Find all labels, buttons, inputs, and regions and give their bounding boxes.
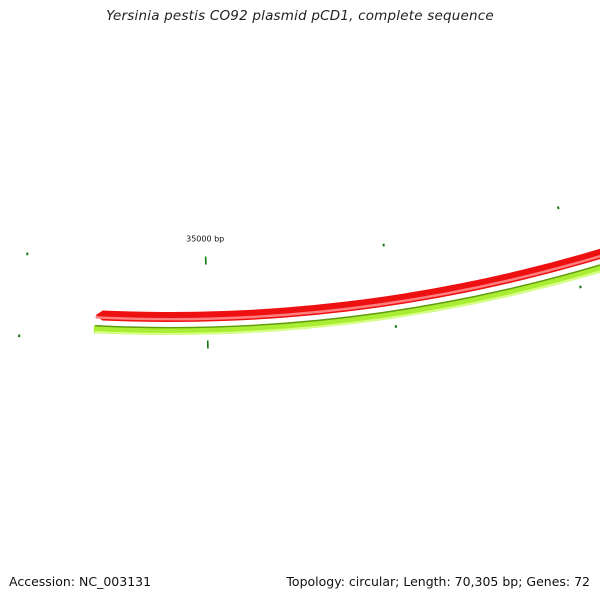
outer-scale-ticks xyxy=(26,206,560,265)
gene-arrow xyxy=(95,248,600,322)
map-title: Yersinia pestis CO92 plasmid pCD1, compl… xyxy=(106,8,494,24)
scale-tick-labels: 36500 bp36000 bp35500 bp35000 bp34500 bp… xyxy=(186,235,224,244)
cds-highlight xyxy=(94,270,600,335)
gene-track xyxy=(95,248,600,322)
minor-tick xyxy=(579,285,582,289)
accession-label: Accession: NC_003131 xyxy=(9,574,152,589)
cds-track xyxy=(93,264,600,335)
cds-edge xyxy=(95,264,600,329)
topology-summary: Topology: circular; Length: 70,305 bp; G… xyxy=(286,574,590,589)
gene-labels: virFvirGyscUyscTyscSyscRyscQ xyxy=(0,0,600,130)
inner-scale-ticks xyxy=(18,285,582,349)
minor-tick xyxy=(556,206,560,210)
gene-highlight xyxy=(95,254,600,321)
tick-label: 35000 bp xyxy=(186,235,224,244)
